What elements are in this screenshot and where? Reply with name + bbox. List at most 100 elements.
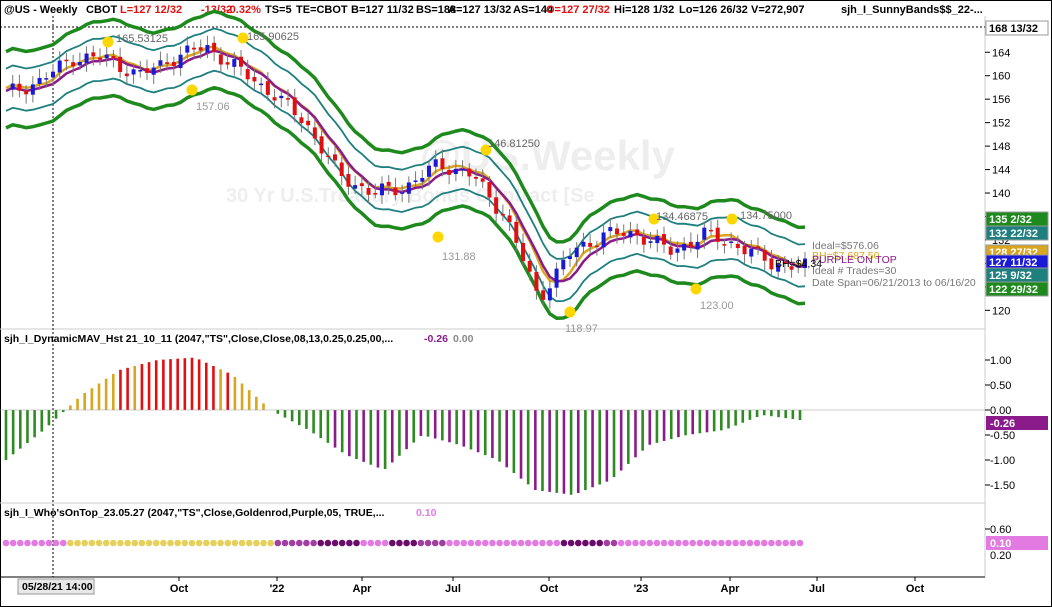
candle-body — [474, 176, 478, 179]
low-label: Lo=126 26/32 — [679, 4, 748, 16]
candle-body — [789, 266, 794, 270]
mav-tick-label: -1.50 — [990, 480, 1015, 492]
candle-body — [138, 70, 143, 72]
candle-body — [91, 52, 96, 57]
candle-body — [682, 243, 687, 251]
wot-value-tag-text: 0.10 — [990, 538, 1011, 550]
whos-on-top-panel: 0.60 0.100.20 — [2, 524, 1048, 562]
dynamic-mav-zero: 0.00 — [453, 333, 474, 345]
candle-body — [615, 228, 619, 235]
who-on-top-dot — [775, 539, 782, 547]
who-on-top-dot — [760, 539, 768, 547]
time-tick-label: Jul — [445, 583, 461, 595]
who-on-top-dot — [553, 539, 561, 547]
candle-body — [51, 71, 55, 78]
who-on-top-dot — [474, 539, 482, 547]
candle-body — [326, 155, 331, 158]
candle-body — [608, 227, 613, 232]
who-on-top-dot — [274, 539, 282, 547]
candle-body — [796, 265, 801, 268]
who-on-top-dot — [610, 539, 618, 547]
candle-body — [702, 227, 707, 240]
candle-body — [709, 229, 713, 232]
who-on-top-dot — [238, 539, 246, 547]
purple-average — [5, 49, 806, 283]
who-on-top-dot — [388, 539, 396, 547]
price-tick-label: 148 — [992, 141, 1010, 153]
mav-tick-label: 0.50 — [990, 380, 1011, 392]
who-on-top-dot — [67, 539, 74, 547]
swing-annotation: 165.53125 — [116, 33, 168, 45]
open-label: O=127 27/32 — [546, 4, 610, 16]
who-on-top-dot — [295, 539, 303, 547]
who-on-top-dot — [45, 539, 53, 547]
candle-body — [601, 232, 606, 248]
candle-body — [695, 241, 700, 250]
who-on-top-dot — [481, 539, 489, 547]
who-on-top-dot — [667, 539, 675, 547]
who-on-top-dot — [574, 539, 582, 547]
whos-on-top-label: sjh_I_Who'sOnTop_23.05.27 (2047,"TS",Clo… — [4, 507, 385, 519]
who-on-top-dot — [381, 539, 389, 547]
candle-body — [527, 260, 532, 272]
dynamic-mav-label: sjh_I_DynamicMAV_Hst 21_10_11 (2047,"TS"… — [4, 333, 393, 345]
who-on-top-dot — [224, 539, 232, 547]
dynamic-mav-panel: 1.00 0.50 0.00 -0.50 -1.00 -1.50 -0.26 — [0, 355, 1048, 495]
stat-ideal-trades: Ideal # Trades=30 — [812, 265, 897, 277]
candle-body — [77, 62, 82, 66]
candle-body — [292, 97, 297, 116]
candle-body — [803, 258, 807, 268]
candle-body — [655, 235, 660, 244]
who-on-top-dot — [231, 539, 239, 547]
stat-bh: BH=$7,687.50 — [812, 250, 880, 262]
who-on-top-dot — [782, 539, 789, 547]
candle-body — [648, 241, 653, 243]
who-on-top-dot — [496, 539, 503, 547]
candle-body — [722, 244, 727, 246]
who-on-top-dot — [431, 539, 439, 547]
who-on-top-dot — [310, 539, 317, 547]
upper-outer-band — [5, 9, 806, 244]
who-on-top-dot — [524, 539, 532, 547]
watermark-description: 30 Yr U.S.Treasury Bonds Contract [Se — [226, 185, 595, 207]
candle-body — [71, 62, 76, 67]
candle-body — [440, 158, 445, 170]
time-axis: 05/28/21 14:00 Oct '22 Apr Jul Oct '23 Apr Jul O… — [0, 576, 985, 595]
who-on-top-dot — [245, 539, 253, 547]
swing-dot — [432, 231, 444, 243]
who-on-top-dot — [174, 539, 181, 547]
mav-tick-label: -0.50 — [990, 430, 1015, 442]
who-on-top-dot — [167, 539, 174, 547]
who-on-top-dot — [589, 539, 596, 547]
who-on-top-dot — [138, 539, 146, 547]
candle-body — [756, 246, 760, 248]
candle-body — [306, 120, 311, 126]
candle-body — [198, 47, 203, 51]
candle-body — [185, 45, 190, 53]
mav-value-tag-text: -0.26 — [990, 418, 1015, 430]
who-on-top-dot — [260, 539, 267, 547]
candle-body — [776, 264, 781, 272]
swing-annotation: 118.97 — [565, 323, 598, 335]
candle-body — [239, 56, 243, 67]
watermark-symbol: @US.Weekly — [420, 132, 676, 179]
candle-body — [37, 77, 42, 84]
candle-body — [427, 165, 431, 177]
who-on-top-dot — [653, 539, 661, 547]
candle-body — [145, 68, 149, 73]
pct-change: -0.32% — [226, 4, 261, 16]
candle-body — [218, 54, 223, 65]
price-axis: 164160156152148144140136132128124120168 … — [985, 20, 1049, 317]
candle-body — [688, 241, 693, 248]
swing-annotation: 134.46875 — [656, 211, 708, 223]
who-on-top-dot — [38, 539, 46, 547]
candle-body — [541, 290, 546, 300]
upper-inner-band — [5, 27, 806, 260]
candle-body — [353, 185, 358, 189]
study-label: sjh_I_SunnyBands$$_22-... — [841, 4, 983, 16]
who-on-top-dot — [660, 539, 668, 547]
who-on-top-dot — [789, 539, 797, 547]
candle-body — [480, 178, 485, 182]
who-on-top-dot — [732, 539, 739, 547]
